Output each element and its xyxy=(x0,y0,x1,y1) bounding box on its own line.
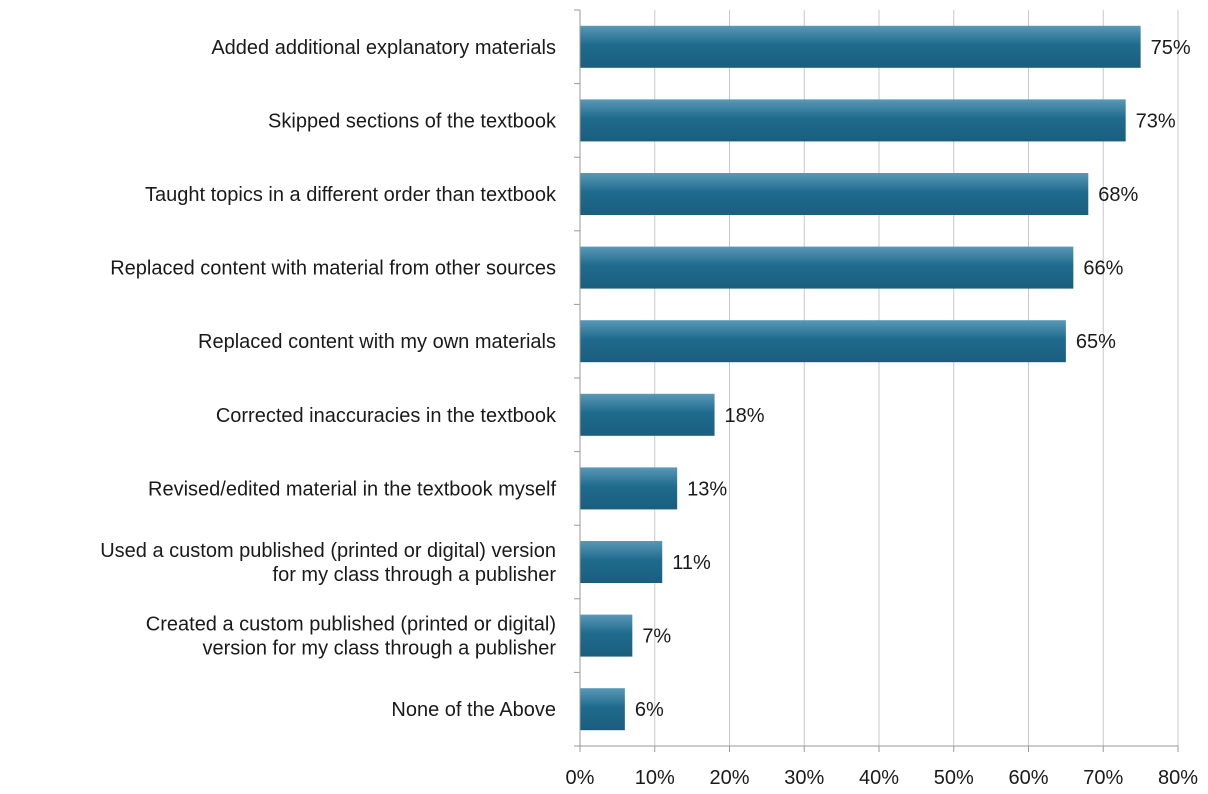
x-tick-label: 60% xyxy=(1008,767,1048,789)
data-label: 6% xyxy=(635,699,664,721)
category-label: Replaced content with material from othe… xyxy=(110,258,556,280)
x-tick-label: 50% xyxy=(934,767,974,789)
category-label: Created a custom published (printed or d… xyxy=(146,614,557,660)
data-label: 65% xyxy=(1076,331,1116,353)
bar xyxy=(580,173,1089,215)
data-label: 75% xyxy=(1151,37,1191,59)
category-label: Replaced content with my own materials xyxy=(198,331,556,353)
x-tick-label: 0% xyxy=(566,767,595,789)
bar xyxy=(580,541,663,583)
bar xyxy=(580,467,678,510)
data-label: 66% xyxy=(1083,258,1123,280)
x-tick-label: 80% xyxy=(1158,767,1198,789)
axes xyxy=(574,9,1179,752)
labels: 0% 10% 20% 30% 40% 50% 60% 70% 80% 75% Added addit… xyxy=(100,37,1198,789)
bar xyxy=(580,393,715,436)
bar xyxy=(580,320,1066,363)
x-tick-label: 40% xyxy=(859,767,899,789)
x-tick-label: 10% xyxy=(635,767,675,789)
data-label: 7% xyxy=(642,626,671,648)
category-label: Revised/edited material in the textbook … xyxy=(148,478,556,500)
bar xyxy=(580,25,1141,68)
bars xyxy=(580,25,1141,731)
category-label: Added additional explanatory materials xyxy=(211,37,556,59)
data-label: 68% xyxy=(1098,184,1138,206)
bar xyxy=(580,688,625,731)
category-label: Skipped sections of the textbook xyxy=(268,110,557,132)
data-label: 73% xyxy=(1136,110,1176,132)
category-label: Used a custom published (printed or digi… xyxy=(100,540,556,586)
x-tick-label: 30% xyxy=(784,767,824,789)
bar xyxy=(580,614,633,657)
bar xyxy=(580,246,1074,289)
category-label: Corrected inaccuracies in the textbook xyxy=(216,405,557,427)
data-label: 13% xyxy=(687,478,727,500)
category-label: Taught topics in a different order than … xyxy=(145,184,557,206)
x-tick-label: 20% xyxy=(709,767,749,789)
category-label: None of the Above xyxy=(391,699,556,721)
bar xyxy=(580,99,1126,142)
data-label: 18% xyxy=(725,405,765,427)
data-label: 11% xyxy=(672,552,711,574)
x-tick-label: 70% xyxy=(1083,767,1123,789)
